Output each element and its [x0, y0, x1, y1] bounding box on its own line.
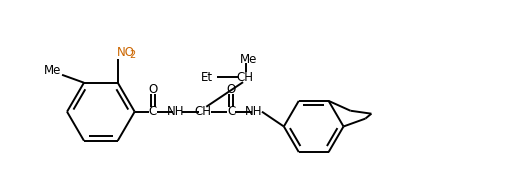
Text: CH: CH: [237, 71, 253, 84]
Text: 2: 2: [130, 50, 136, 60]
Text: O: O: [148, 83, 157, 96]
Text: C: C: [227, 105, 235, 118]
Text: NO: NO: [117, 46, 135, 59]
Text: Me: Me: [43, 64, 61, 77]
Text: Me: Me: [240, 53, 258, 66]
Text: NH: NH: [245, 105, 263, 118]
Text: O: O: [226, 83, 236, 96]
Text: CH: CH: [195, 105, 212, 118]
Text: Et: Et: [201, 71, 213, 84]
Text: C: C: [148, 105, 157, 118]
Text: NH: NH: [167, 105, 184, 118]
